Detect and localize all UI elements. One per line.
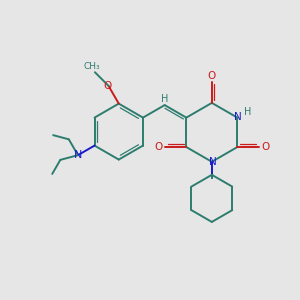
Text: O: O [154, 142, 163, 152]
Text: O: O [103, 81, 112, 91]
Text: H: H [161, 94, 168, 103]
Text: N: N [234, 112, 242, 122]
Text: N: N [74, 150, 82, 160]
Text: H: H [244, 107, 251, 117]
Text: O: O [208, 71, 216, 81]
Text: CH₃: CH₃ [83, 62, 100, 71]
Text: O: O [261, 142, 269, 152]
Text: N: N [208, 157, 216, 167]
